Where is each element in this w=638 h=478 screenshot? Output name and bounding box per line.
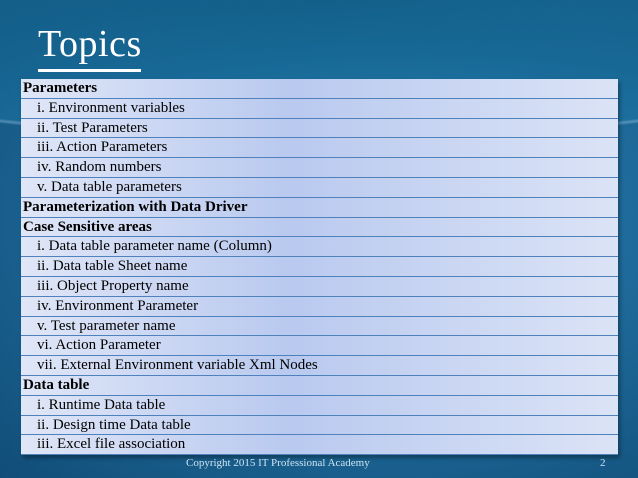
topics-table: Parameters i. Environment variables ii. Te…	[21, 79, 618, 456]
table-row: v. Data table parameters	[21, 177, 618, 198]
table-row: v. Test parameter name	[21, 316, 618, 337]
table-row: vii. External Environment variable Xml N…	[21, 356, 618, 376]
table-row-heading: Case Sensitive areas	[21, 217, 618, 238]
table-row: iv. Random numbers	[21, 158, 618, 178]
table-row: vi. Action Parameter	[21, 336, 618, 357]
table-row: ii. Test Parameters	[21, 118, 618, 139]
table-row: i. Environment variables	[21, 98, 618, 119]
table-row: ii. Design time Data table	[21, 415, 618, 436]
table-row-heading: Parameters	[21, 79, 618, 99]
footer-copyright: Copyright 2015 IT Professional Academy	[186, 457, 370, 469]
table-row: ii. Data table Sheet name	[21, 257, 618, 277]
page-number: 2	[600, 457, 606, 469]
table-row: iii. Action Parameters	[21, 138, 618, 159]
table-row: iv. Environment Parameter	[21, 296, 618, 317]
title-underline	[38, 69, 141, 72]
table-row: i. Runtime Data table	[21, 395, 618, 416]
table-row-heading: Parameterization with Data Driver	[21, 197, 618, 218]
table-row: i. Data table parameter name (Column)	[21, 237, 618, 258]
table-row: iii. Object Property name	[21, 276, 618, 297]
table-row-heading: Data table	[21, 375, 618, 396]
slide-title: Topics	[38, 23, 142, 65]
table-row: iii. Excel file association	[21, 435, 618, 456]
